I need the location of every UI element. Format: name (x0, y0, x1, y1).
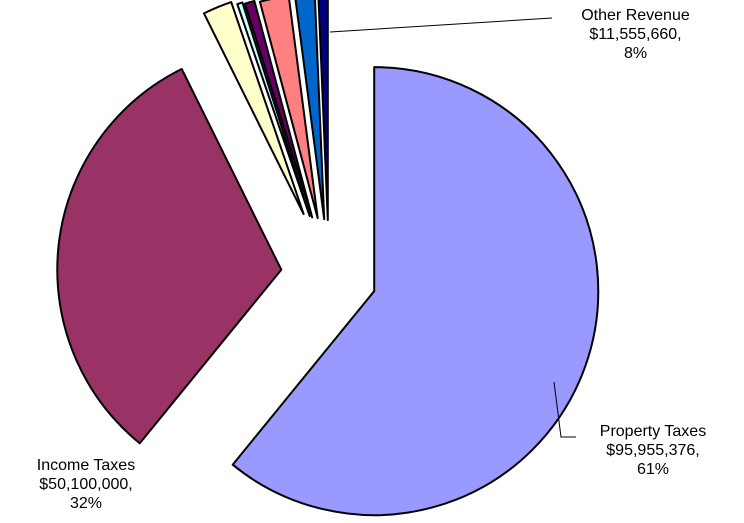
pie-slice-other-7 (317, 0, 329, 221)
pie-slice-other-2 (203, 1, 305, 216)
label-other-revenue: Other Revenue $11,555,660, 8% (548, 6, 723, 63)
label-income-taxes-percent: 32% (69, 495, 103, 512)
label-income-taxes: Income Taxes $50,100,000, 32% (6, 456, 166, 513)
pie-slice-other-6 (294, 0, 326, 221)
pie-slice-other-3 (236, 1, 311, 218)
label-property-taxes-value: $95,955,376, (606, 442, 700, 459)
label-income-taxes-value: $50,100,000, (39, 476, 133, 493)
pie-slice-property-taxes (231, 66, 600, 517)
label-other-revenue-percent: 8% (623, 45, 648, 62)
label-property-taxes-percent: 61% (636, 461, 670, 478)
label-property-taxes-name: Property Taxes (599, 423, 707, 440)
pie-slice-income-taxes (56, 68, 283, 445)
leader-line-other-revenue (329, 17, 553, 33)
leader-line-property-taxes (553, 381, 576, 438)
label-income-taxes-name: Income Taxes (36, 457, 136, 474)
label-property-taxes: Property Taxes $95,955,376, 61% (568, 422, 738, 479)
pie-slice-other-5 (258, 0, 319, 220)
label-other-revenue-value: $11,555,660, (589, 26, 682, 43)
pie-slice-other-4 (243, 0, 314, 219)
label-other-revenue-name: Other Revenue (581, 7, 690, 24)
